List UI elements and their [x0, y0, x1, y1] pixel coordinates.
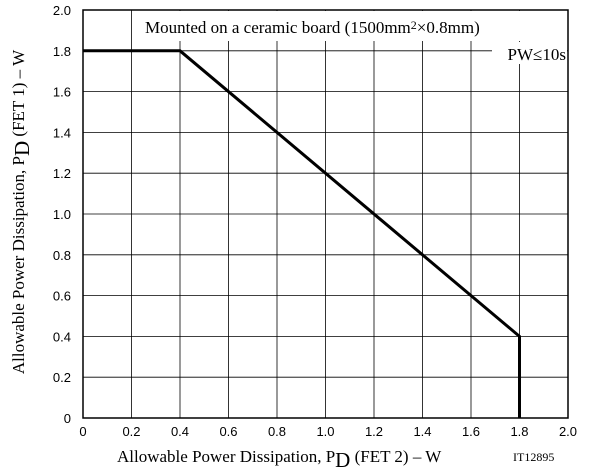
x-tick-label: 0.4	[171, 424, 189, 439]
y-axis-label: Allowable Power Dissipation, PD (FET 1) …	[9, 49, 34, 374]
y-tick-label: 1.4	[53, 125, 71, 140]
x-tick-label: 0.8	[268, 424, 286, 439]
annotation-part: ×0.8mm)	[417, 18, 480, 37]
y-tick-label: 0.2	[53, 370, 71, 385]
x-tick-label: 1.0	[316, 424, 334, 439]
annotation-part: Mounted on a ceramic board (1500mm	[145, 18, 411, 37]
y-tick-label: 0.8	[53, 248, 71, 263]
x-tick-label: 0.6	[219, 424, 237, 439]
x-axis-label-part: Allowable Power Dissipation, P	[117, 447, 335, 466]
y-tick-label: 1.8	[53, 44, 71, 59]
x-axis-label-part: D	[335, 448, 350, 472]
annotation-bg	[492, 42, 567, 64]
data-line	[83, 49, 521, 418]
x-tick-label: 1.2	[365, 424, 383, 439]
x-tick-label: 0.2	[122, 424, 140, 439]
annotation: IT12895	[513, 450, 554, 464]
annotation: Mounted on a ceramic board (1500mm2×0.8m…	[145, 18, 480, 37]
x-tick-label: 1.8	[510, 424, 528, 439]
annotation: PW≤10s	[508, 45, 566, 64]
x-tick-label: 2.0	[559, 424, 577, 439]
annotation-bg	[140, 11, 567, 41]
y-tick-label: 0.6	[53, 289, 71, 304]
x-tick-label: 0	[79, 424, 86, 439]
y-axis-label-part: (FET 1) – W	[9, 49, 28, 141]
x-axis-label-part: (FET 2) – W	[350, 447, 442, 466]
x-axis-label: Allowable Power Dissipation, PD (FET 2) …	[117, 447, 442, 472]
y-tick-label: 0	[64, 411, 71, 426]
y-tick-label: 1.2	[53, 166, 71, 181]
x-tick-label: 1.4	[413, 424, 431, 439]
y-tick-label: 1.0	[53, 207, 71, 222]
y-axis-label-part: Allowable Power Dissipation, P	[9, 156, 28, 374]
y-tick-label: 2.0	[53, 3, 71, 18]
annotation-part: 2	[411, 18, 417, 32]
y-tick-label: 0.4	[53, 329, 71, 344]
y-tick-label: 1.6	[53, 85, 71, 100]
x-tick-label: 1.6	[462, 424, 480, 439]
plot-border	[82, 9, 569, 419]
y-axis-label-part: D	[10, 141, 34, 156]
